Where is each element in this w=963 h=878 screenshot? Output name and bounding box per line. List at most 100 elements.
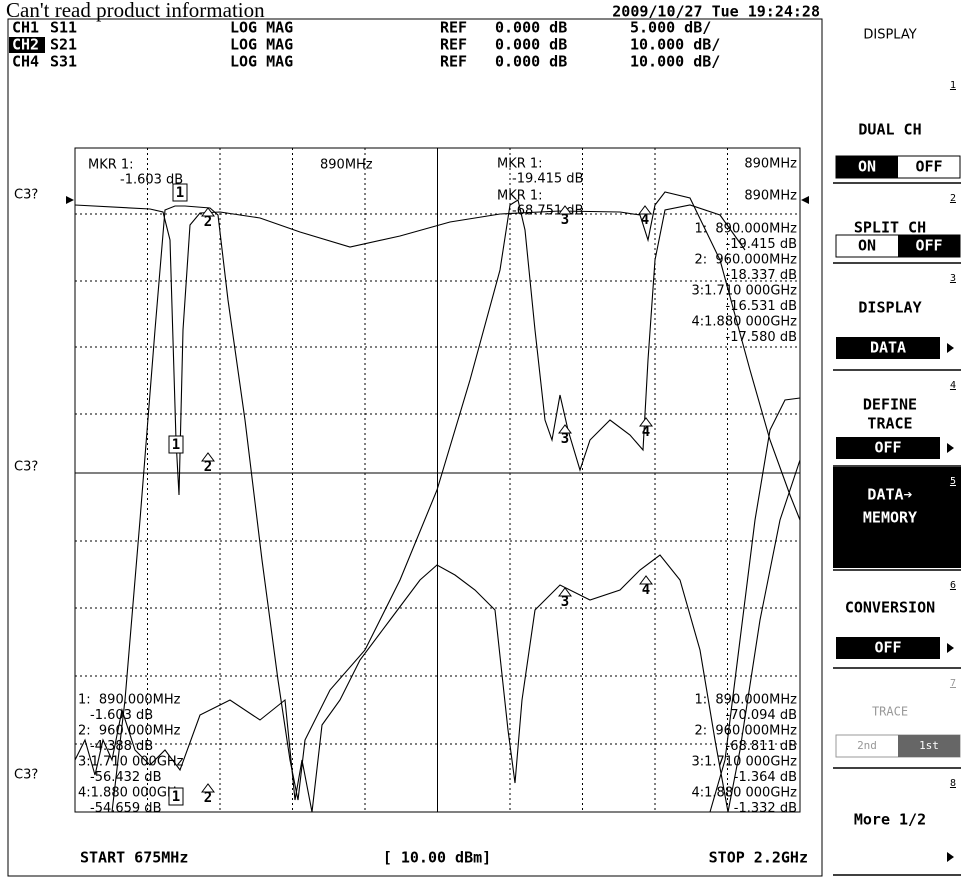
marker-readout: MKR 1: (497, 189, 543, 204)
marker-list-entry: -4.388 dB (90, 739, 153, 754)
arrow (947, 852, 954, 862)
option-label: 1st (919, 739, 939, 752)
softkey-label: DISPLAY (858, 299, 921, 317)
value-label: DATA (870, 339, 906, 357)
softkey-number: 8 (950, 778, 956, 789)
marker-number: 3 (561, 212, 569, 228)
marker-triangle (638, 205, 652, 215)
channel-field: LOG MAG (230, 53, 293, 71)
softkey-label: MEMORY (863, 509, 917, 527)
channel-field: REF (440, 19, 467, 37)
trace-s31-high (709, 397, 801, 813)
channel-field: CH4 (12, 53, 39, 71)
marker-list-entry: -68.811 dB (726, 739, 797, 754)
marker-readout: MKR 1: (497, 157, 543, 172)
softkey-number: 7 (950, 678, 956, 689)
arrow (947, 343, 954, 353)
softkey-label: More 1/2 (854, 811, 926, 829)
marker-triangle (639, 417, 653, 427)
marker-number: 2 (204, 214, 212, 230)
channel-field: 0.000 dB (495, 36, 567, 54)
channel-field: LOG MAG (230, 36, 293, 54)
marker-box (168, 435, 184, 454)
active-channel-highlight (9, 37, 45, 53)
softkey[interactable]: 8 More 1/2 (833, 778, 961, 876)
marker-list-entry: -1.603 dB (90, 708, 153, 723)
marker-readout: MKR 1: (88, 158, 134, 173)
marker-list-entry: -56.432 dB (90, 770, 161, 785)
marker-list-entry: 4:1.880 000GHz (692, 315, 798, 330)
channel-field: CH1 (12, 19, 39, 37)
channel-field: LOG MAG (230, 19, 293, 37)
marker-number: 1 (172, 789, 180, 805)
value-box (836, 437, 940, 459)
softkey-label: DATA➔ (867, 486, 912, 504)
trace-s31 (74, 459, 801, 813)
marker-list-entry: 3:1.710 000GHz (692, 755, 798, 770)
channel-field: REF (440, 53, 467, 71)
power-label: [ 10.00 dBm] (383, 849, 491, 867)
softkey[interactable]: 5 DATA➔ MEMORY (833, 467, 961, 571)
softkey-label: DUAL CH (858, 121, 921, 139)
value-box (836, 337, 940, 359)
marker-list-entry: 1: 890.000MHz (695, 693, 798, 708)
marker-number: 4 (642, 424, 650, 440)
marker-readout: -1.603 dB (120, 173, 183, 188)
marker-number: 4 (641, 212, 649, 228)
screen-frame (7, 18, 823, 877)
marker-triangle (201, 452, 215, 462)
marker-list-entry: 4:1.880 000GHz (78, 786, 184, 801)
ref-pointer (801, 196, 809, 204)
marker-list-entry: 2: 960.000MHz (695, 253, 798, 268)
stop-label: STOP 2.2GHz (709, 849, 808, 867)
softkey-label: SPLIT CH (854, 219, 926, 237)
datetime: 2009/10/27 Tue 19:24:28 (612, 3, 820, 21)
softkey[interactable]: 1 DUAL CH ON OFF (833, 80, 961, 184)
marker-list-entry: 1: 890.000MHz (695, 222, 798, 237)
marker-list-entry: 2: 960.000MHz (78, 724, 181, 739)
title: Can't read product information (6, 0, 265, 22)
scale-label: C3? (14, 768, 38, 783)
softkey-label: CONVERSION (845, 599, 935, 617)
channel-field: 10.000 dB/ (630, 36, 720, 54)
softkey-title: DISPLAY (863, 28, 916, 43)
softkey-label: TRACE (872, 705, 908, 719)
value-label: OFF (874, 439, 901, 457)
channel-field: CH2 (12, 36, 39, 54)
channel-field: REF (440, 36, 467, 54)
marker-triangle (558, 424, 572, 434)
marker-triangle (201, 207, 215, 217)
marker-list-entry: 3:1.710 000GHz (78, 755, 184, 770)
marker-readout: 890MHz (744, 157, 797, 172)
channel-field: 0.000 dB (495, 19, 567, 37)
softkey-number: 1 (950, 80, 956, 91)
marker-box (172, 183, 188, 202)
trace-s11 (74, 191, 801, 521)
softkey[interactable]: 6 CONVERSION OFF (833, 580, 961, 669)
option-label: ON (858, 237, 876, 255)
softkey-label: DEFINE (863, 396, 917, 414)
option-label: ON (858, 158, 876, 176)
option-selected (898, 235, 960, 257)
softkey-number: 2 (950, 193, 956, 204)
softkey-number: 3 (950, 273, 956, 284)
channel-field: S31 (50, 53, 77, 71)
marker-triangle (558, 587, 572, 597)
option-label: OFF (915, 158, 942, 176)
scale-label: C3? (14, 460, 38, 475)
marker-list-entry: -18.337 dB (726, 268, 797, 283)
trace-s21 (111, 199, 746, 813)
channel-field: S21 (50, 36, 77, 54)
marker-list-entry: 1: 890.000MHz (78, 693, 181, 708)
softkey: 7 TRACE 2nd 1st (833, 678, 961, 769)
marker-triangle (201, 783, 215, 793)
marker-number: 1 (172, 437, 180, 453)
channel-field: 10.000 dB/ (630, 53, 720, 71)
softkey[interactable]: 3 DISPLAY DATA (833, 273, 961, 371)
marker-readout: 890MHz (320, 158, 373, 173)
marker-list-entry: -1.364 dB (734, 770, 797, 785)
